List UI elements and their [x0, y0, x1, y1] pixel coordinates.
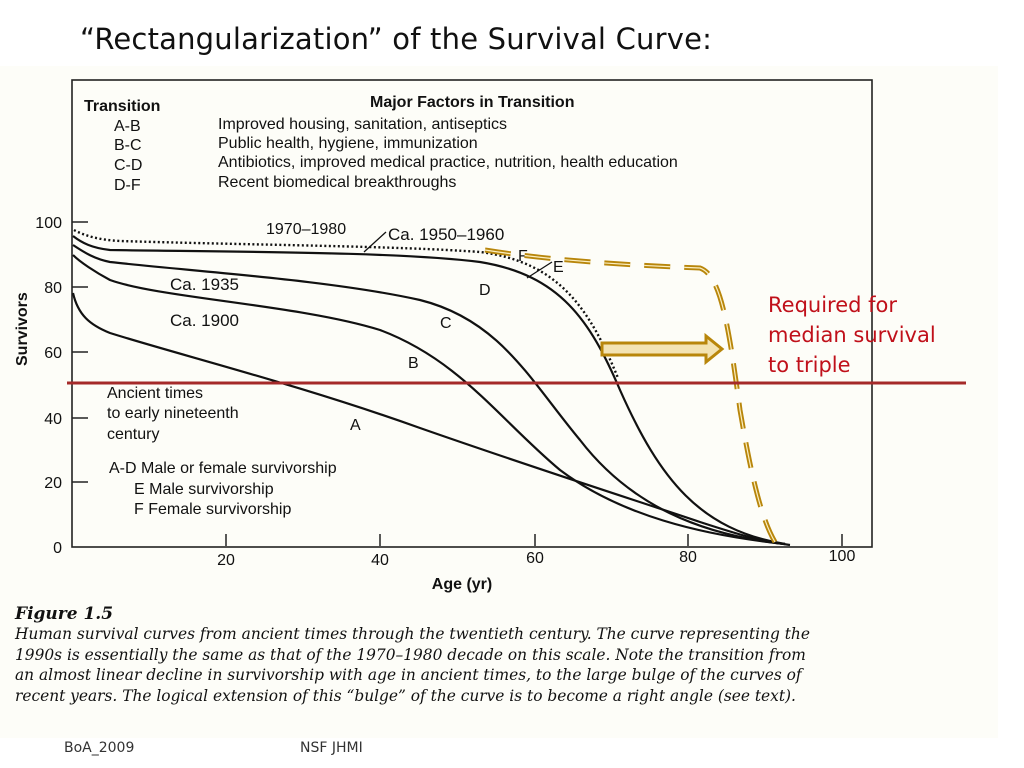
label-d: D	[479, 282, 491, 299]
chart-legend: A-D Male or female survivorship E Male s…	[109, 460, 337, 518]
extension-arrow-icon	[600, 332, 725, 366]
y-axis-label: Survivors	[14, 292, 31, 366]
y-tick-labels: 100 80 60 40 20 0	[35, 215, 62, 557]
table-header-factors: Major Factors in Transition	[370, 94, 574, 111]
legend-a-d: A-D Male or female survivorship	[109, 460, 337, 477]
row-transition: B-C	[114, 137, 142, 154]
svg-text:20: 20	[44, 475, 62, 492]
row-factors: Recent biomedical breakthroughs	[218, 174, 456, 191]
label-ancient-1: Ancient times	[107, 385, 203, 402]
curve-f-1970-dotted	[73, 228, 620, 379]
legend-f: F Female survivorship	[134, 501, 291, 518]
label-f: F	[518, 248, 528, 265]
label-1970-1980: 1970–1980	[266, 221, 346, 238]
x-tick-labels: 20 40 60 80 100	[217, 548, 855, 569]
svg-text:60: 60	[44, 345, 62, 362]
row-transition: D-F	[114, 177, 141, 194]
figure-caption-body: Human survival curves from ancient times…	[15, 625, 810, 705]
row-factors: Public health, hygiene, immunization	[218, 135, 478, 152]
svg-text:100: 100	[35, 215, 62, 232]
y-axis	[72, 221, 88, 483]
svg-text:40: 40	[44, 411, 62, 428]
table-header-transition: Transition	[84, 98, 160, 115]
leader-line-e	[526, 261, 553, 279]
label-ancient-2: to early nineteenth	[107, 405, 239, 422]
row-factors: Improved housing, sanitation, antiseptic…	[218, 116, 507, 133]
svg-text:80: 80	[44, 280, 62, 297]
svg-text:20: 20	[217, 552, 235, 569]
label-e: E	[553, 259, 564, 276]
label-1935: Ca. 1935	[170, 275, 239, 294]
label-1950-1960: Ca. 1950–1960	[388, 225, 504, 244]
svg-text:80: 80	[679, 549, 697, 566]
figure-frame	[71, 79, 873, 548]
figure-caption-title: Figure 1.5	[15, 604, 114, 624]
curve-a-ancient	[71, 292, 791, 547]
label-c: C	[440, 315, 452, 332]
legend-e: E Male survivorship	[134, 481, 274, 498]
label-1900: Ca. 1900	[170, 311, 239, 330]
row-transition: A-B	[114, 118, 141, 135]
slide-title: “Rectangularization” of the Survival Cur…	[80, 22, 713, 56]
row-transition: C-D	[114, 157, 142, 174]
label-ancient-3: century	[107, 426, 159, 443]
row-factors: Antibiotics, improved medical practice, …	[218, 154, 678, 171]
annotation-required-median-survival: Required for median survival to triple	[768, 293, 936, 377]
svg-text:60: 60	[526, 550, 544, 567]
footer-center: NSF JHMI	[300, 740, 363, 756]
label-b: B	[408, 355, 419, 372]
label-a: A	[350, 417, 361, 434]
svg-text:40: 40	[371, 552, 389, 569]
footer-left: BoA_2009	[64, 740, 135, 756]
svg-text:100: 100	[829, 548, 856, 565]
curve-labels: 1970–1980 Ca. 1950–1960 Ca. 1935 Ca. 190…	[107, 221, 564, 443]
curve-c-1935	[72, 244, 786, 546]
curve-d-e-1950	[72, 235, 786, 546]
survival-curves	[71, 235, 791, 547]
x-axis-label: Age (yr)	[432, 576, 492, 593]
transition-table-rows: A-B Improved housing, sanitation, antise…	[114, 116, 678, 194]
curve-b-1900	[72, 254, 786, 546]
svg-text:0: 0	[53, 540, 62, 557]
leader-line-1950	[363, 231, 387, 253]
projected-rectangular-curve	[484, 247, 778, 544]
figure-scan-background	[0, 66, 998, 738]
x-axis	[225, 534, 843, 546]
